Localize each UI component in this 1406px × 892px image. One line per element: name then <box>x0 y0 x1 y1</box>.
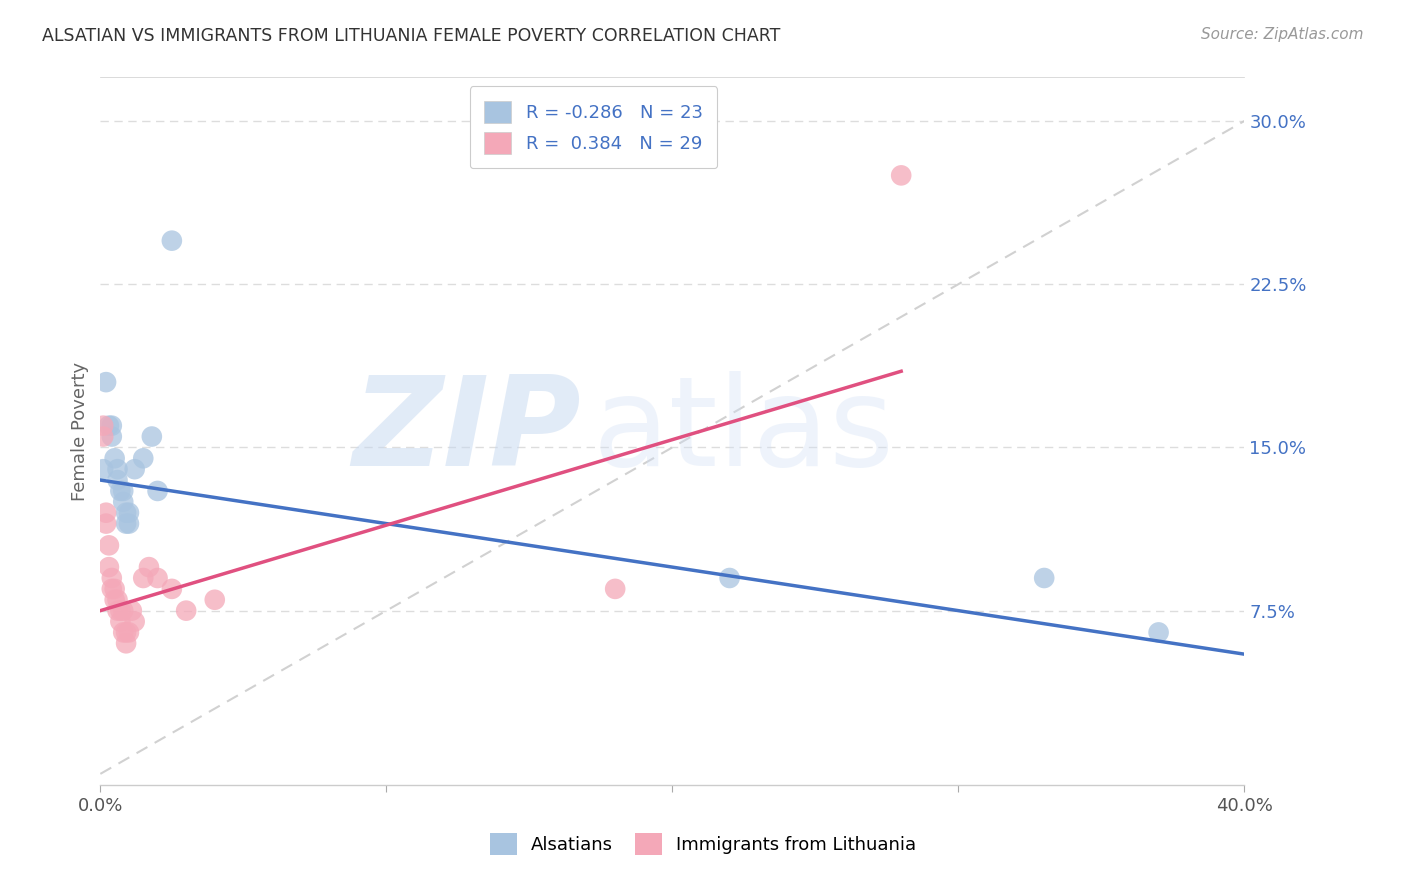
Point <box>124 462 146 476</box>
Point <box>97 560 120 574</box>
Point <box>160 582 183 596</box>
Point <box>890 169 912 183</box>
Legend: R = -0.286   N = 23, R =  0.384   N = 29: R = -0.286 N = 23, R = 0.384 N = 29 <box>470 87 717 169</box>
Text: ALSATIAN VS IMMIGRANTS FROM LITHUANIA FEMALE POVERTY CORRELATION CHART: ALSATIAN VS IMMIGRANTS FROM LITHUANIA FE… <box>42 27 780 45</box>
Point <box>107 592 129 607</box>
Point <box>94 506 117 520</box>
Point <box>118 516 141 531</box>
Point <box>101 418 124 433</box>
Point <box>91 429 114 443</box>
Point <box>115 516 138 531</box>
Point <box>101 571 124 585</box>
Point <box>115 506 138 520</box>
Point <box>91 418 114 433</box>
Point <box>110 483 132 498</box>
Point <box>118 506 141 520</box>
Point <box>1147 625 1170 640</box>
Point <box>605 582 627 596</box>
Point <box>107 604 129 618</box>
Point <box>132 571 155 585</box>
Point <box>110 615 132 629</box>
Point <box>97 418 120 433</box>
Point <box>94 516 117 531</box>
Text: atlas: atlas <box>592 370 894 491</box>
Point <box>141 429 163 443</box>
Point <box>160 234 183 248</box>
Legend: Alsatians, Immigrants from Lithuania: Alsatians, Immigrants from Lithuania <box>475 819 931 870</box>
Point <box>718 571 741 585</box>
Point <box>121 604 143 618</box>
Point <box>118 625 141 640</box>
Point <box>104 451 127 466</box>
Point <box>104 582 127 596</box>
Point <box>94 375 117 389</box>
Text: Source: ZipAtlas.com: Source: ZipAtlas.com <box>1201 27 1364 42</box>
Text: ZIP: ZIP <box>352 370 581 491</box>
Point <box>174 604 197 618</box>
Point <box>104 592 127 607</box>
Point <box>112 604 135 618</box>
Point <box>146 571 169 585</box>
Point <box>124 615 146 629</box>
Point <box>112 483 135 498</box>
Point <box>112 625 135 640</box>
Point <box>107 462 129 476</box>
Y-axis label: Female Poverty: Female Poverty <box>72 361 89 500</box>
Point <box>132 451 155 466</box>
Point <box>110 604 132 618</box>
Point <box>115 636 138 650</box>
Point <box>91 462 114 476</box>
Point <box>101 582 124 596</box>
Point <box>107 473 129 487</box>
Point <box>115 625 138 640</box>
Point <box>146 483 169 498</box>
Point <box>101 429 124 443</box>
Point <box>1033 571 1056 585</box>
Point <box>138 560 160 574</box>
Point <box>97 538 120 552</box>
Point <box>112 495 135 509</box>
Point <box>204 592 226 607</box>
